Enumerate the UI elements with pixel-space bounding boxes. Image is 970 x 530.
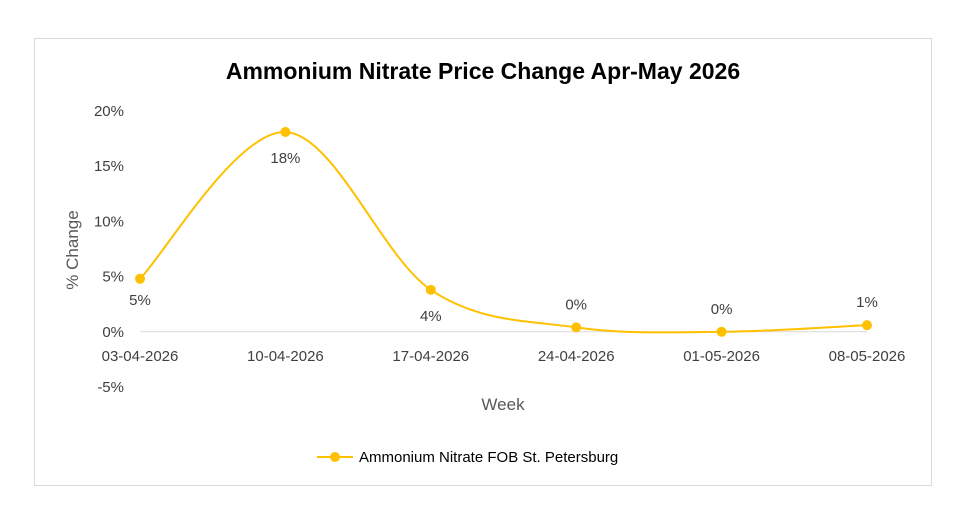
data-point-marker <box>280 126 291 137</box>
data-label: 0% <box>711 301 733 318</box>
data-label: 0% <box>565 296 587 313</box>
x-tick-label: 08-05-2026 <box>829 348 906 365</box>
x-axis-title: Week <box>481 395 525 414</box>
data-label: 18% <box>270 150 300 167</box>
y-tick-label: 0% <box>102 324 124 341</box>
data-label: 1% <box>856 294 878 311</box>
series-line <box>139 130 868 334</box>
data-point-marker <box>135 273 145 284</box>
x-axis-tick-labels: 03-04-2026 10-04-2026 17-04-2026 24-04-2026… <box>102 348 906 365</box>
chart-title: Ammonium Nitrate Price Change Apr-May 20… <box>226 58 740 84</box>
legend-marker-swatch <box>330 452 340 462</box>
data-label: 5% <box>129 292 151 309</box>
legend: Ammonium Nitrate FOB St. Petersburg <box>317 449 618 466</box>
legend-label: Ammonium Nitrate FOB St. Petersburg <box>359 449 618 466</box>
x-tick-label: 01-05-2026 <box>683 348 760 365</box>
y-tick-label: 10% <box>94 213 124 230</box>
x-tick-label: 24-04-2026 <box>538 348 615 365</box>
x-tick-label: 03-04-2026 <box>102 348 179 365</box>
y-tick-label: 20% <box>94 103 124 120</box>
y-tick-label: -5% <box>97 379 124 396</box>
data-point-marker <box>425 284 436 295</box>
y-tick-label: 5% <box>102 269 124 286</box>
data-labels: 5% 18% 4% 0% 0% 1% <box>129 150 878 325</box>
x-tick-label: 10-04-2026 <box>247 348 324 365</box>
chart-area <box>34 38 932 486</box>
series-markers <box>135 126 872 337</box>
data-point-marker <box>571 322 582 333</box>
data-point-marker <box>716 326 727 337</box>
data-point-marker <box>862 320 872 331</box>
y-axis-tick-labels: 20% 15% 10% 5% 0% -5% <box>94 103 124 396</box>
y-axis-title: % Change <box>63 210 82 289</box>
y-tick-label: 15% <box>94 158 124 175</box>
x-tick-label: 17-04-2026 <box>392 348 469 365</box>
data-label: 4% <box>420 308 442 325</box>
